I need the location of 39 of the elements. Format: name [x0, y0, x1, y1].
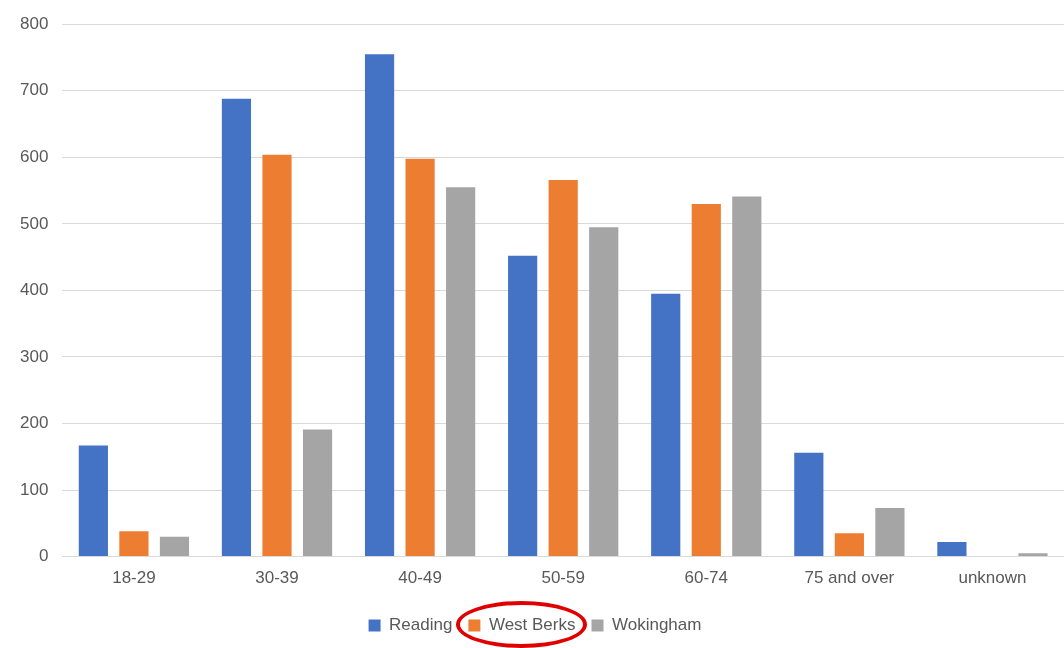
y-tick-label: 400 [19, 280, 49, 300]
bar [364, 54, 395, 557]
bar [1018, 553, 1048, 557]
legend-label: Reading [389, 615, 453, 635]
bar [691, 203, 721, 557]
y-tick-label: 100 [19, 479, 49, 499]
y-tick-label: 500 [19, 213, 49, 233]
y-tick-label: 200 [19, 413, 49, 433]
bar [548, 179, 578, 557]
x-tick-label: 50-59 [541, 568, 585, 588]
x-tick-label: 40-49 [398, 568, 442, 588]
bar [405, 158, 435, 557]
bar [78, 445, 108, 557]
bar [937, 541, 967, 557]
bar [875, 508, 905, 557]
x-tick-label: 18-29 [112, 568, 156, 588]
y-tick-label: 700 [19, 80, 49, 100]
y-tick-label: 600 [19, 146, 49, 166]
y-tick-label: 300 [19, 346, 49, 366]
bar [302, 429, 333, 557]
y-tick-label: 0 [38, 546, 49, 566]
bar [119, 531, 149, 557]
bar [651, 293, 681, 557]
bar [794, 452, 824, 557]
legend-label: Wokingham [611, 615, 702, 635]
bar [262, 154, 292, 557]
bar [221, 98, 252, 557]
bar [508, 255, 538, 557]
x-tick-label: 30-39 [255, 568, 299, 588]
bar [589, 227, 619, 557]
bar [732, 196, 762, 557]
x-tick-label: unknown [958, 568, 1027, 588]
bar [446, 187, 476, 557]
y-tick-label: 800 [19, 13, 49, 33]
legend-label: West Berks [488, 615, 576, 635]
bar [159, 536, 190, 557]
x-tick-label: 75 and over [804, 568, 895, 588]
x-tick-label: 60-74 [684, 568, 729, 588]
bar [834, 533, 864, 557]
